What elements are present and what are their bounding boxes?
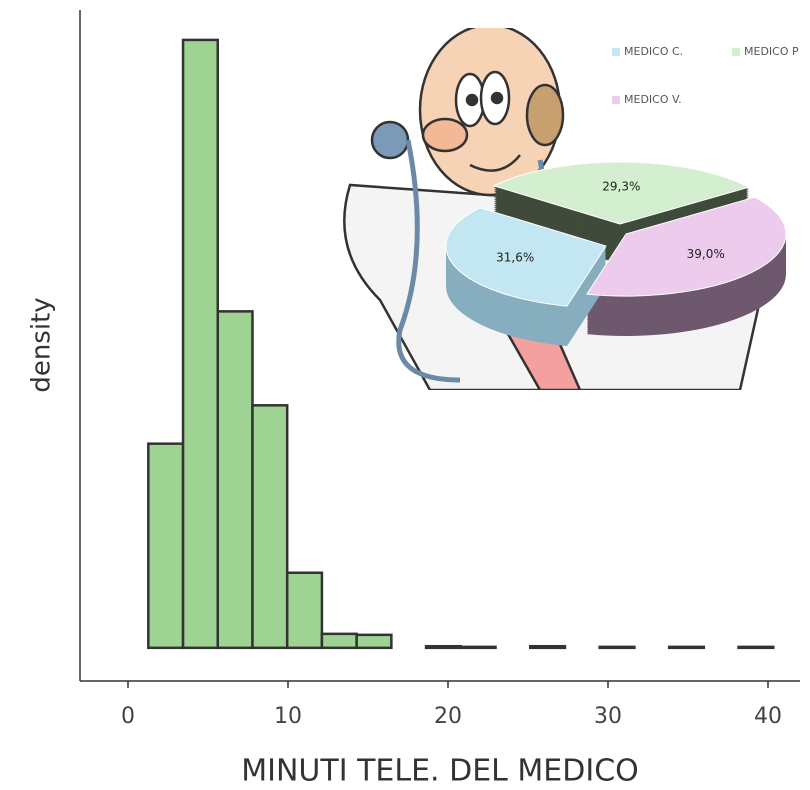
- pie-chart: 29,3% 39,0% 31,6% MEDICO C. MEDICO P MEDICO V…: [445, 45, 799, 347]
- bar: [285, 571, 324, 650]
- pie-slice: [445, 207, 607, 307]
- bar: [598, 645, 636, 650]
- histogram: 0 10 20 30 40: [121, 38, 782, 729]
- bar: [251, 404, 289, 650]
- x-tick-label: 0: [121, 704, 135, 729]
- bar: [355, 633, 393, 650]
- bar: [181, 38, 220, 650]
- bar: [667, 645, 706, 650]
- x-axis-label: MINUTI TELE. DEL MEDICO: [241, 754, 639, 789]
- legend-swatch: [612, 48, 620, 56]
- legend-label: MEDICO V.: [624, 93, 682, 106]
- legend-swatch: [612, 96, 620, 104]
- bar: [216, 310, 254, 650]
- pie-slice: [492, 161, 751, 225]
- legend-label: MEDICO C.: [624, 45, 683, 58]
- x-tick-label: 30: [594, 704, 622, 729]
- bar: [424, 644, 463, 650]
- bar: [737, 645, 775, 650]
- bar: [320, 632, 358, 650]
- x-tick-label: 40: [754, 704, 782, 729]
- bar: [528, 644, 567, 650]
- pie-slice: [586, 196, 787, 297]
- bar: [147, 442, 185, 650]
- legend-label: MEDICO P: [744, 45, 799, 58]
- x-tick-label: 20: [434, 704, 462, 729]
- slice-label: 31,6%: [496, 251, 534, 265]
- y-axis-label: density: [27, 297, 57, 392]
- legend-swatch: [732, 48, 740, 56]
- slice-label: 29,3%: [602, 179, 640, 193]
- bar: [459, 645, 497, 650]
- slice-label: 39,0%: [687, 247, 725, 261]
- inset: 29,3% 39,0% 31,6% MEDICO C. MEDICO P MEDICO V…: [300, 28, 810, 390]
- x-tick-label: 10: [274, 704, 302, 729]
